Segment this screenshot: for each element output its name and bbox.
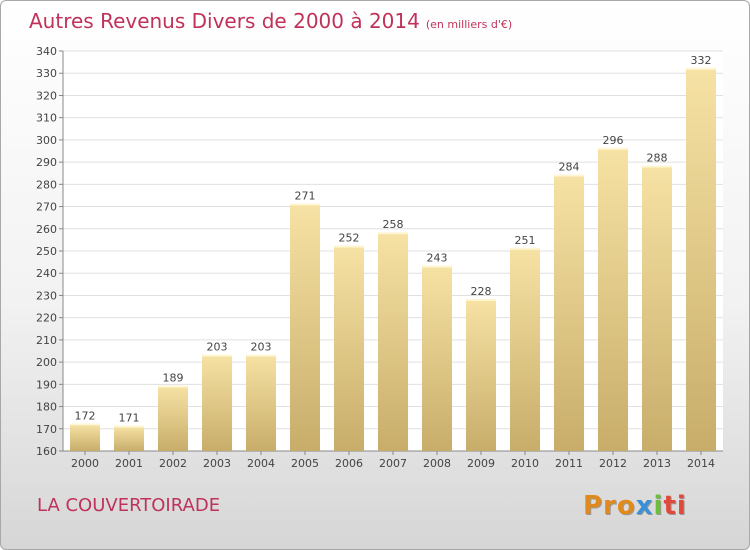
data-label: 271 [295, 189, 316, 202]
bar [246, 355, 276, 451]
data-label: 296 [603, 134, 624, 147]
x-tick-label: 2010 [511, 457, 539, 470]
bar [554, 175, 584, 451]
data-label: 243 [427, 252, 448, 265]
y-tick-label: 200 [36, 356, 57, 369]
x-tick-label: 2002 [159, 457, 187, 470]
y-tick-label: 190 [36, 378, 57, 391]
data-label: 252 [339, 232, 360, 245]
y-tick-label: 240 [36, 267, 57, 280]
y-tick-label: 340 [36, 45, 57, 58]
y-tick-label: 260 [36, 223, 57, 236]
x-tick-label: 2008 [423, 457, 451, 470]
bar [158, 386, 188, 451]
bar [510, 248, 540, 451]
bar [202, 355, 232, 451]
y-tick-label: 180 [36, 401, 57, 414]
bar [598, 148, 628, 451]
data-label: 203 [251, 340, 272, 353]
bar [422, 266, 452, 451]
data-label: 258 [383, 218, 404, 231]
y-tick-label: 170 [36, 423, 57, 436]
y-tick-label: 280 [36, 178, 57, 191]
x-tick-label: 2013 [643, 457, 671, 470]
data-label: 288 [647, 152, 668, 165]
x-tick-label: 2006 [335, 457, 363, 470]
y-tick-label: 330 [36, 67, 57, 80]
y-tick-label: 310 [36, 112, 57, 125]
bar [466, 299, 496, 451]
bar [290, 204, 320, 451]
x-tick-label: 2005 [291, 457, 319, 470]
x-tick-label: 2007 [379, 457, 407, 470]
data-label: 251 [515, 234, 536, 247]
x-tick-label: 2001 [115, 457, 143, 470]
data-label: 171 [119, 412, 140, 425]
x-tick-label: 2009 [467, 457, 495, 470]
y-tick-label: 270 [36, 201, 57, 214]
x-tick-label: 2012 [599, 457, 627, 470]
bar [642, 166, 672, 452]
data-label: 332 [691, 54, 712, 67]
x-tick-label: 2000 [71, 457, 99, 470]
x-tick-label: 2003 [203, 457, 231, 470]
bar [70, 424, 100, 451]
y-tick-label: 300 [36, 134, 57, 147]
bar [686, 68, 716, 452]
x-tick-label: 2011 [555, 457, 583, 470]
data-label: 189 [163, 372, 184, 385]
chart-title: Autres Revenus Divers de 2000 à 2014 (en … [29, 9, 512, 33]
data-label: 203 [207, 340, 228, 353]
bar [114, 426, 144, 451]
data-label: 284 [559, 160, 580, 173]
data-label: 228 [471, 285, 492, 298]
x-tick-label: 2014 [687, 457, 715, 470]
y-tick-label: 210 [36, 334, 57, 347]
bar [334, 246, 364, 451]
proxiti-logo: Proxiti [583, 491, 687, 521]
commune-name: LA COUVERTOIRADE [37, 495, 221, 516]
bar [378, 233, 408, 451]
x-tick-label: 2004 [247, 457, 275, 470]
data-label: 172 [75, 409, 96, 422]
y-tick-label: 230 [36, 289, 57, 302]
y-tick-label: 290 [36, 156, 57, 169]
chart-title-text: Autres Revenus Divers de 2000 à 2014 [29, 9, 420, 33]
y-tick-label: 320 [36, 89, 57, 102]
chart-unit: (en milliers d'€) [425, 18, 513, 31]
y-tick-label: 250 [36, 245, 57, 258]
y-tick-label: 160 [36, 445, 57, 458]
y-tick-label: 220 [36, 312, 57, 325]
